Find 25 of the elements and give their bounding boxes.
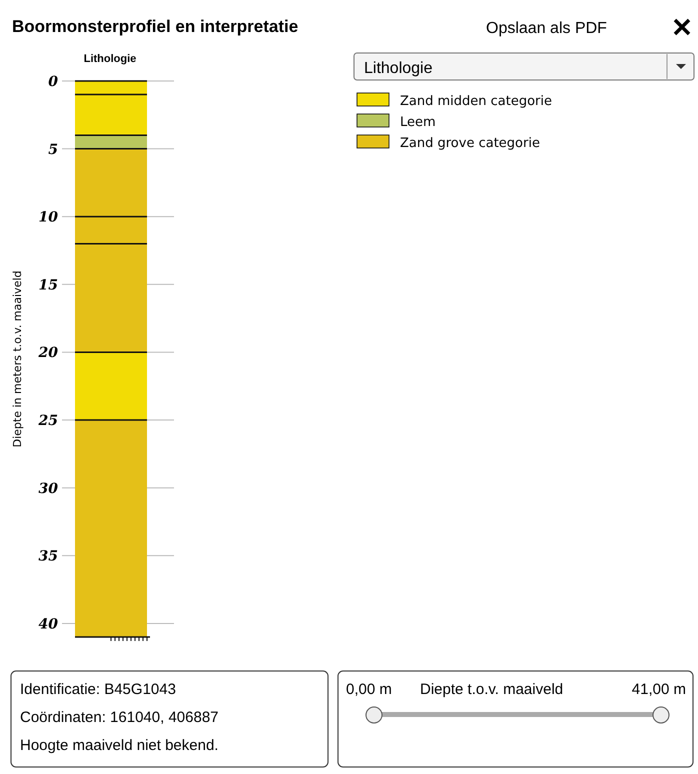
- y-tick-label: 0: [48, 74, 58, 90]
- y-tick-label: 35: [38, 548, 58, 565]
- y-tick-label: 20: [38, 345, 58, 362]
- bar: [75, 420, 147, 637]
- y-axis-title: Diepte in meters t.o.v. maaiveld: [11, 270, 24, 448]
- bar: [75, 352, 147, 420]
- y-tick-label: 30: [38, 480, 58, 497]
- text: Hoogte maaiveld niet bekend.: [20, 737, 218, 754]
- y-tick-label: 10: [38, 210, 58, 226]
- text: Coördinaten: 161040, 406887: [20, 709, 219, 726]
- y-tick-label: 15: [38, 277, 58, 294]
- text: Zand grove categorie: [400, 136, 540, 151]
- text: 0,00 m: [346, 681, 392, 698]
- text: Identificatie: B45G1043: [20, 681, 176, 698]
- y-tick-label: 40: [38, 616, 58, 632]
- text: 41,00 m: [632, 681, 686, 698]
- chart-subtitle: Lithologie: [84, 53, 136, 65]
- chart-title: Boormonsterprofiel en interpretatie: [12, 17, 298, 36]
- text: Diepte t.o.v. maaiveld: [420, 681, 564, 698]
- legend-label: Leem: [400, 115, 436, 130]
- text: Lithologie: [364, 60, 433, 77]
- y-tick-label: 25: [38, 413, 58, 430]
- text: Opslaan als PDF: [486, 20, 608, 37]
- legend-label: Zand midden categorie: [400, 94, 552, 109]
- y-tick-label: 5: [48, 142, 58, 158]
